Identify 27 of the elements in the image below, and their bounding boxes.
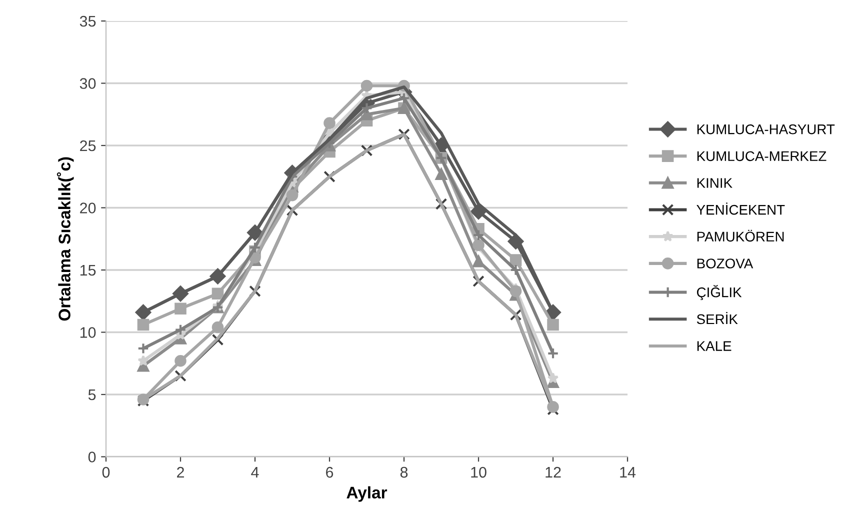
legend-label: KUMLUCA-HASYURT: [697, 124, 835, 134]
x-tick-label: 4: [251, 467, 259, 478]
x-axis-title: Aylar: [346, 486, 388, 502]
x-tick-label: 0: [102, 466, 110, 478]
x-tick-label: 2: [177, 466, 184, 478]
y-axis-title: Ortalama Sıcaklık(˚c): [56, 157, 74, 321]
legend-label: ÇIĞLIK: [696, 285, 742, 300]
y-tick-label: 35: [80, 16, 96, 27]
legend-label: KUMLUCA-MERKEZ: [697, 151, 826, 162]
y-tick-label: 25: [80, 140, 96, 152]
legend-label: YENİCEKENT: [696, 202, 785, 215]
legend-label: KALE: [697, 341, 732, 351]
y-tick-label: 30: [80, 78, 96, 89]
y-tick-label: 0: [88, 452, 96, 462]
y-tick-label: 5: [88, 390, 96, 400]
x-tick-label: 10: [471, 466, 486, 478]
x-tick-label: 14: [620, 467, 636, 478]
x-tick-label: 12: [546, 466, 561, 478]
legend-label: BOZOVA: [697, 258, 754, 268]
legend-label: SERİK: [696, 312, 738, 324]
legend-label: KINIK: [697, 178, 732, 188]
y-tick-label: 10: [80, 327, 96, 338]
x-tick-label: 6: [326, 466, 334, 478]
legend-label: PAMUKÖREN: [697, 230, 784, 242]
x-tick-label: 8: [400, 466, 408, 478]
y-tick-label: 20: [80, 202, 96, 214]
y-tick-label: 15: [80, 265, 96, 276]
